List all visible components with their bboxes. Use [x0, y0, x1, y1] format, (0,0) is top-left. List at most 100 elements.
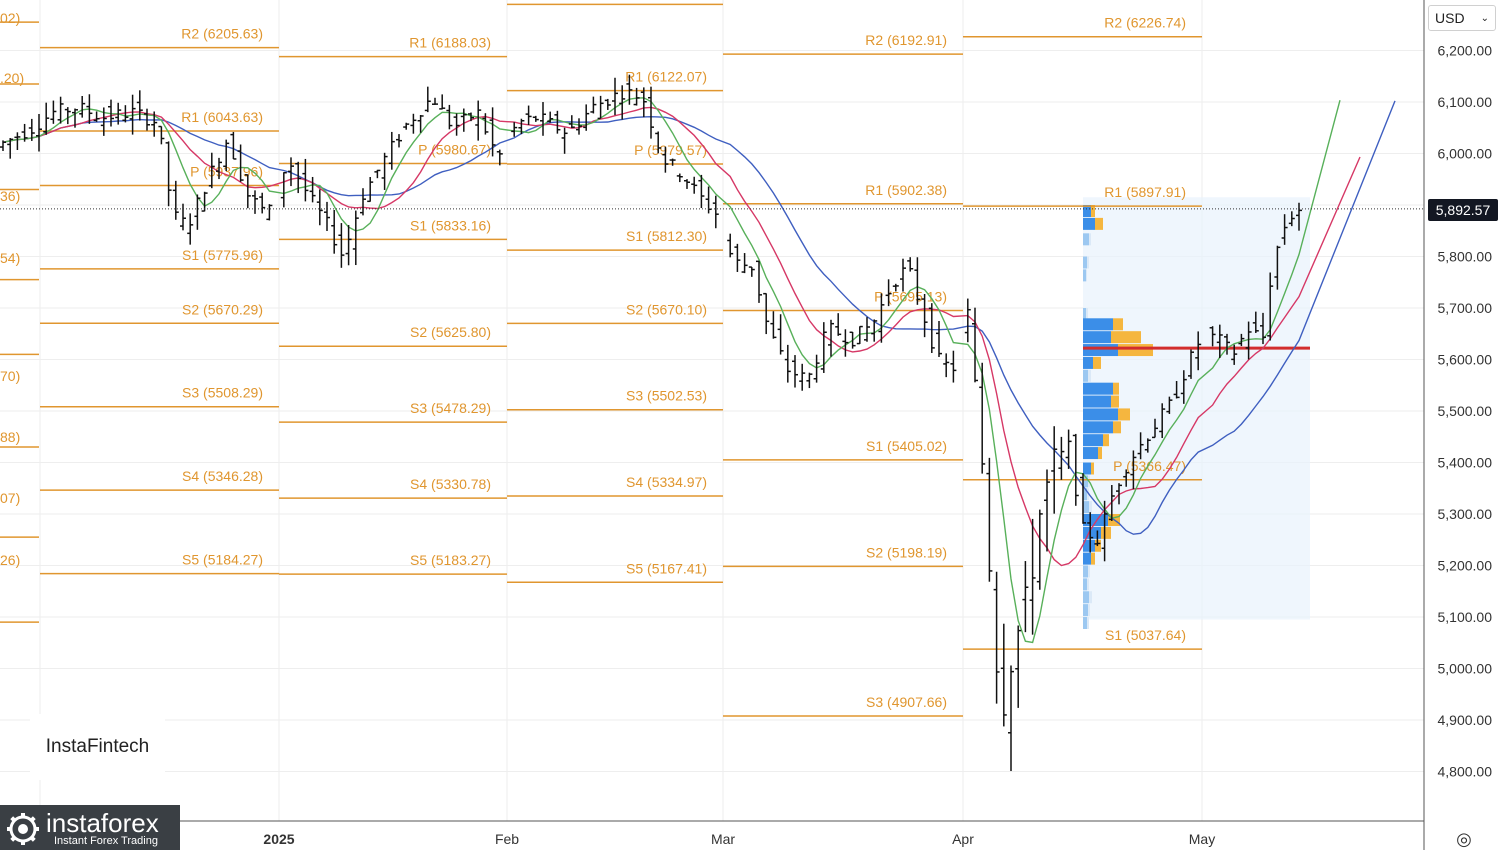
pivot-label: S4 (5330.78)	[410, 476, 491, 492]
volume-profile-bar	[1083, 539, 1095, 552]
volume-profile-bar	[1083, 205, 1091, 217]
volume-profile-bar-up	[1088, 369, 1091, 382]
volume-profile-bar	[1083, 395, 1111, 408]
brand-tagline: Instant Forex Trading	[54, 835, 158, 847]
pivot-label: S5 (5167.41)	[626, 560, 707, 576]
pivot-label: R1 (6122.07)	[625, 69, 707, 85]
pivot-label: S3 (4907.66)	[866, 694, 947, 710]
pivot-label: S1 (5812.30)	[626, 228, 707, 244]
volume-profile-bar	[1083, 462, 1091, 475]
volume-profile-bar	[1083, 233, 1089, 246]
pivot-label-prev: 02)	[0, 10, 20, 26]
pivot-label: S2 (5198.19)	[866, 544, 947, 560]
instafintech-watermark: InstaFintech	[30, 714, 165, 780]
y-tick-label: 5,800.00	[1438, 249, 1493, 265]
pivot-label-prev: 36)	[0, 188, 20, 204]
y-tick-label: 6,000.00	[1438, 146, 1493, 162]
volume-profile-bar	[1083, 356, 1093, 369]
volume-profile-bar-up	[1088, 604, 1090, 617]
x-tick-label: 2025	[263, 831, 294, 847]
volume-profile-bar-up	[1087, 578, 1089, 591]
volume-profile	[1083, 197, 1310, 629]
volume-profile-bar-up	[1087, 488, 1089, 501]
pivot-label: S3 (5508.29)	[182, 385, 263, 401]
x-tick-label: Apr	[952, 831, 974, 847]
pivot-label: S5 (5184.27)	[182, 552, 263, 568]
volume-profile-bar	[1083, 217, 1095, 230]
volume-profile-bar	[1083, 256, 1087, 269]
y-tick-label: 5,000.00	[1438, 661, 1493, 677]
pivot-label: S3 (5478.29)	[410, 400, 491, 416]
volume-profile-bar	[1083, 565, 1088, 578]
volume-profile-bar-up	[1086, 269, 1087, 282]
pivot-label: S4 (5346.28)	[182, 468, 263, 484]
volume-profile-bar-up	[1091, 205, 1095, 217]
volume-profile-bar-up	[1111, 395, 1119, 408]
pivot-label: S2 (5670.29)	[182, 301, 263, 317]
pivot-label: P (5695.13)	[874, 289, 947, 305]
pivot-label: S2 (5670.10)	[626, 301, 707, 317]
pivot-label-prev: 07)	[0, 490, 20, 506]
currency-selector[interactable]: USD ⌄	[1428, 5, 1496, 31]
volume-profile-bar	[1083, 331, 1111, 344]
volume-profile-bar-up	[1113, 382, 1119, 395]
pivot-label: R1 (5897.91)	[1104, 184, 1186, 200]
pivot-label: R1 (5902.38)	[865, 182, 947, 198]
pivot-label: R2 (6226.74)	[1104, 15, 1186, 31]
volume-profile-bar-up	[1093, 356, 1101, 369]
pivot-label: R2 (6192.91)	[865, 32, 947, 48]
volume-profile-bar-up	[1089, 233, 1091, 246]
volume-profile-bar-up	[1101, 526, 1111, 539]
y-tick-label: 6,100.00	[1438, 94, 1493, 110]
last-price-tag: 5,892.57	[1428, 199, 1498, 221]
volume-profile-bar-up	[1118, 408, 1130, 421]
volume-profile-bar-up	[1113, 318, 1123, 331]
chart-grid	[0, 0, 1424, 821]
volume-profile-bar-up	[1087, 256, 1089, 269]
pivot-label: S3 (5502.53)	[626, 388, 707, 404]
y-tick-label: 4,800.00	[1438, 764, 1493, 780]
pivot-label-prev: .20)	[0, 70, 24, 86]
pivot-label-prev: 26)	[0, 552, 20, 568]
y-tick-label: 6,200.00	[1438, 43, 1493, 59]
volume-profile-bar-up	[1087, 617, 1089, 629]
y-tick-label: 5,700.00	[1438, 300, 1493, 316]
volume-profile-bar-up	[1098, 447, 1102, 460]
x-tick-label: Mar	[711, 831, 735, 847]
pivot-label: P (5979.57)	[634, 142, 707, 158]
pivot-label-prev: 70)	[0, 368, 20, 384]
pivot-label: R2 (6205.63)	[181, 26, 263, 42]
y-tick-label: 5,400.00	[1438, 455, 1493, 471]
gear-globe-icon	[7, 813, 39, 845]
settings-icon[interactable]: ◎	[1456, 829, 1472, 849]
volume-profile-bar-up	[1118, 344, 1153, 357]
y-tick-label: 5,500.00	[1438, 403, 1493, 419]
pivot-label: S1 (5775.96)	[182, 247, 263, 263]
volume-profile-bar-up	[1111, 331, 1141, 344]
pivot-label-prev: 54)	[0, 250, 20, 266]
volume-profile-bar	[1083, 501, 1089, 514]
pivot-label: S2 (5625.80)	[410, 324, 491, 340]
y-tick-label: 5,100.00	[1438, 609, 1493, 625]
volume-profile-bar-up	[1091, 462, 1094, 475]
volume-profile-bar-up	[1091, 552, 1095, 565]
pivot-label: S1 (5405.02)	[866, 438, 947, 454]
volume-profile-bar	[1083, 434, 1103, 447]
x-tick-label: Feb	[495, 831, 519, 847]
pivot-label-prev: 88)	[0, 429, 20, 445]
volume-profile-bar	[1083, 308, 1086, 320]
volume-profile-bar	[1083, 369, 1088, 382]
volume-profile-bar	[1083, 421, 1113, 434]
volume-profile-bar-up	[1103, 434, 1109, 447]
pivot-label: S5 (5183.27)	[410, 552, 491, 568]
volume-profile-bar	[1083, 552, 1091, 565]
volume-profile-bar	[1083, 604, 1088, 617]
pivot-label: S4 (5334.97)	[626, 474, 707, 490]
volume-profile-bar	[1083, 591, 1089, 604]
y-tick-label: 5,600.00	[1438, 352, 1493, 368]
chevron-down-icon: ⌄	[1480, 12, 1489, 24]
pivot-label: S1 (5833.16)	[410, 217, 491, 233]
pivot-label: S1 (5037.64)	[1105, 627, 1186, 643]
